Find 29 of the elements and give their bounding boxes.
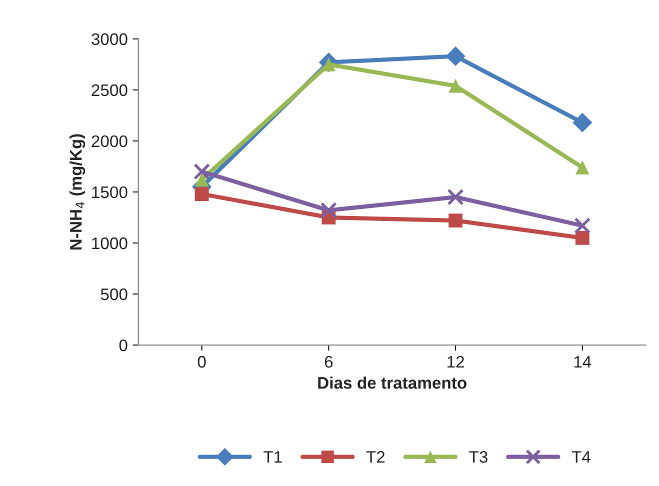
point	[448, 214, 462, 228]
y-tick-label: 1000	[92, 237, 128, 250]
point	[194, 172, 209, 187]
x-tick-label: 12	[448, 356, 464, 368]
legend-label: T1	[264, 451, 282, 463]
x-axis-title: Dias de tratamento	[318, 376, 466, 389]
legend-label: T3	[469, 451, 488, 463]
point	[448, 78, 462, 93]
y-tick-label: 500	[100, 288, 128, 300]
legend-label: T2	[366, 451, 385, 463]
y-tick-label: 0	[119, 339, 128, 352]
legend-label: T4	[572, 451, 590, 463]
y-tick-label: 2500	[92, 84, 128, 96]
x-tick-label: 6	[324, 356, 333, 368]
point	[447, 188, 464, 206]
point	[575, 230, 590, 245]
x-tick-label: 14	[574, 356, 592, 368]
point	[575, 160, 590, 174]
point	[193, 163, 210, 180]
point	[572, 112, 592, 132]
point	[320, 202, 338, 219]
x-tick-label: 0	[198, 356, 206, 368]
y-axis-title: N-NH$_{4}$ (mg/Kg)	[70, 134, 86, 250]
y-tick-label: 2000	[92, 135, 128, 148]
y-tick-label: 1500	[92, 186, 128, 198]
point	[446, 46, 466, 66]
y-tick-label: 3000	[92, 33, 128, 46]
point	[194, 187, 209, 201]
point	[574, 217, 591, 234]
